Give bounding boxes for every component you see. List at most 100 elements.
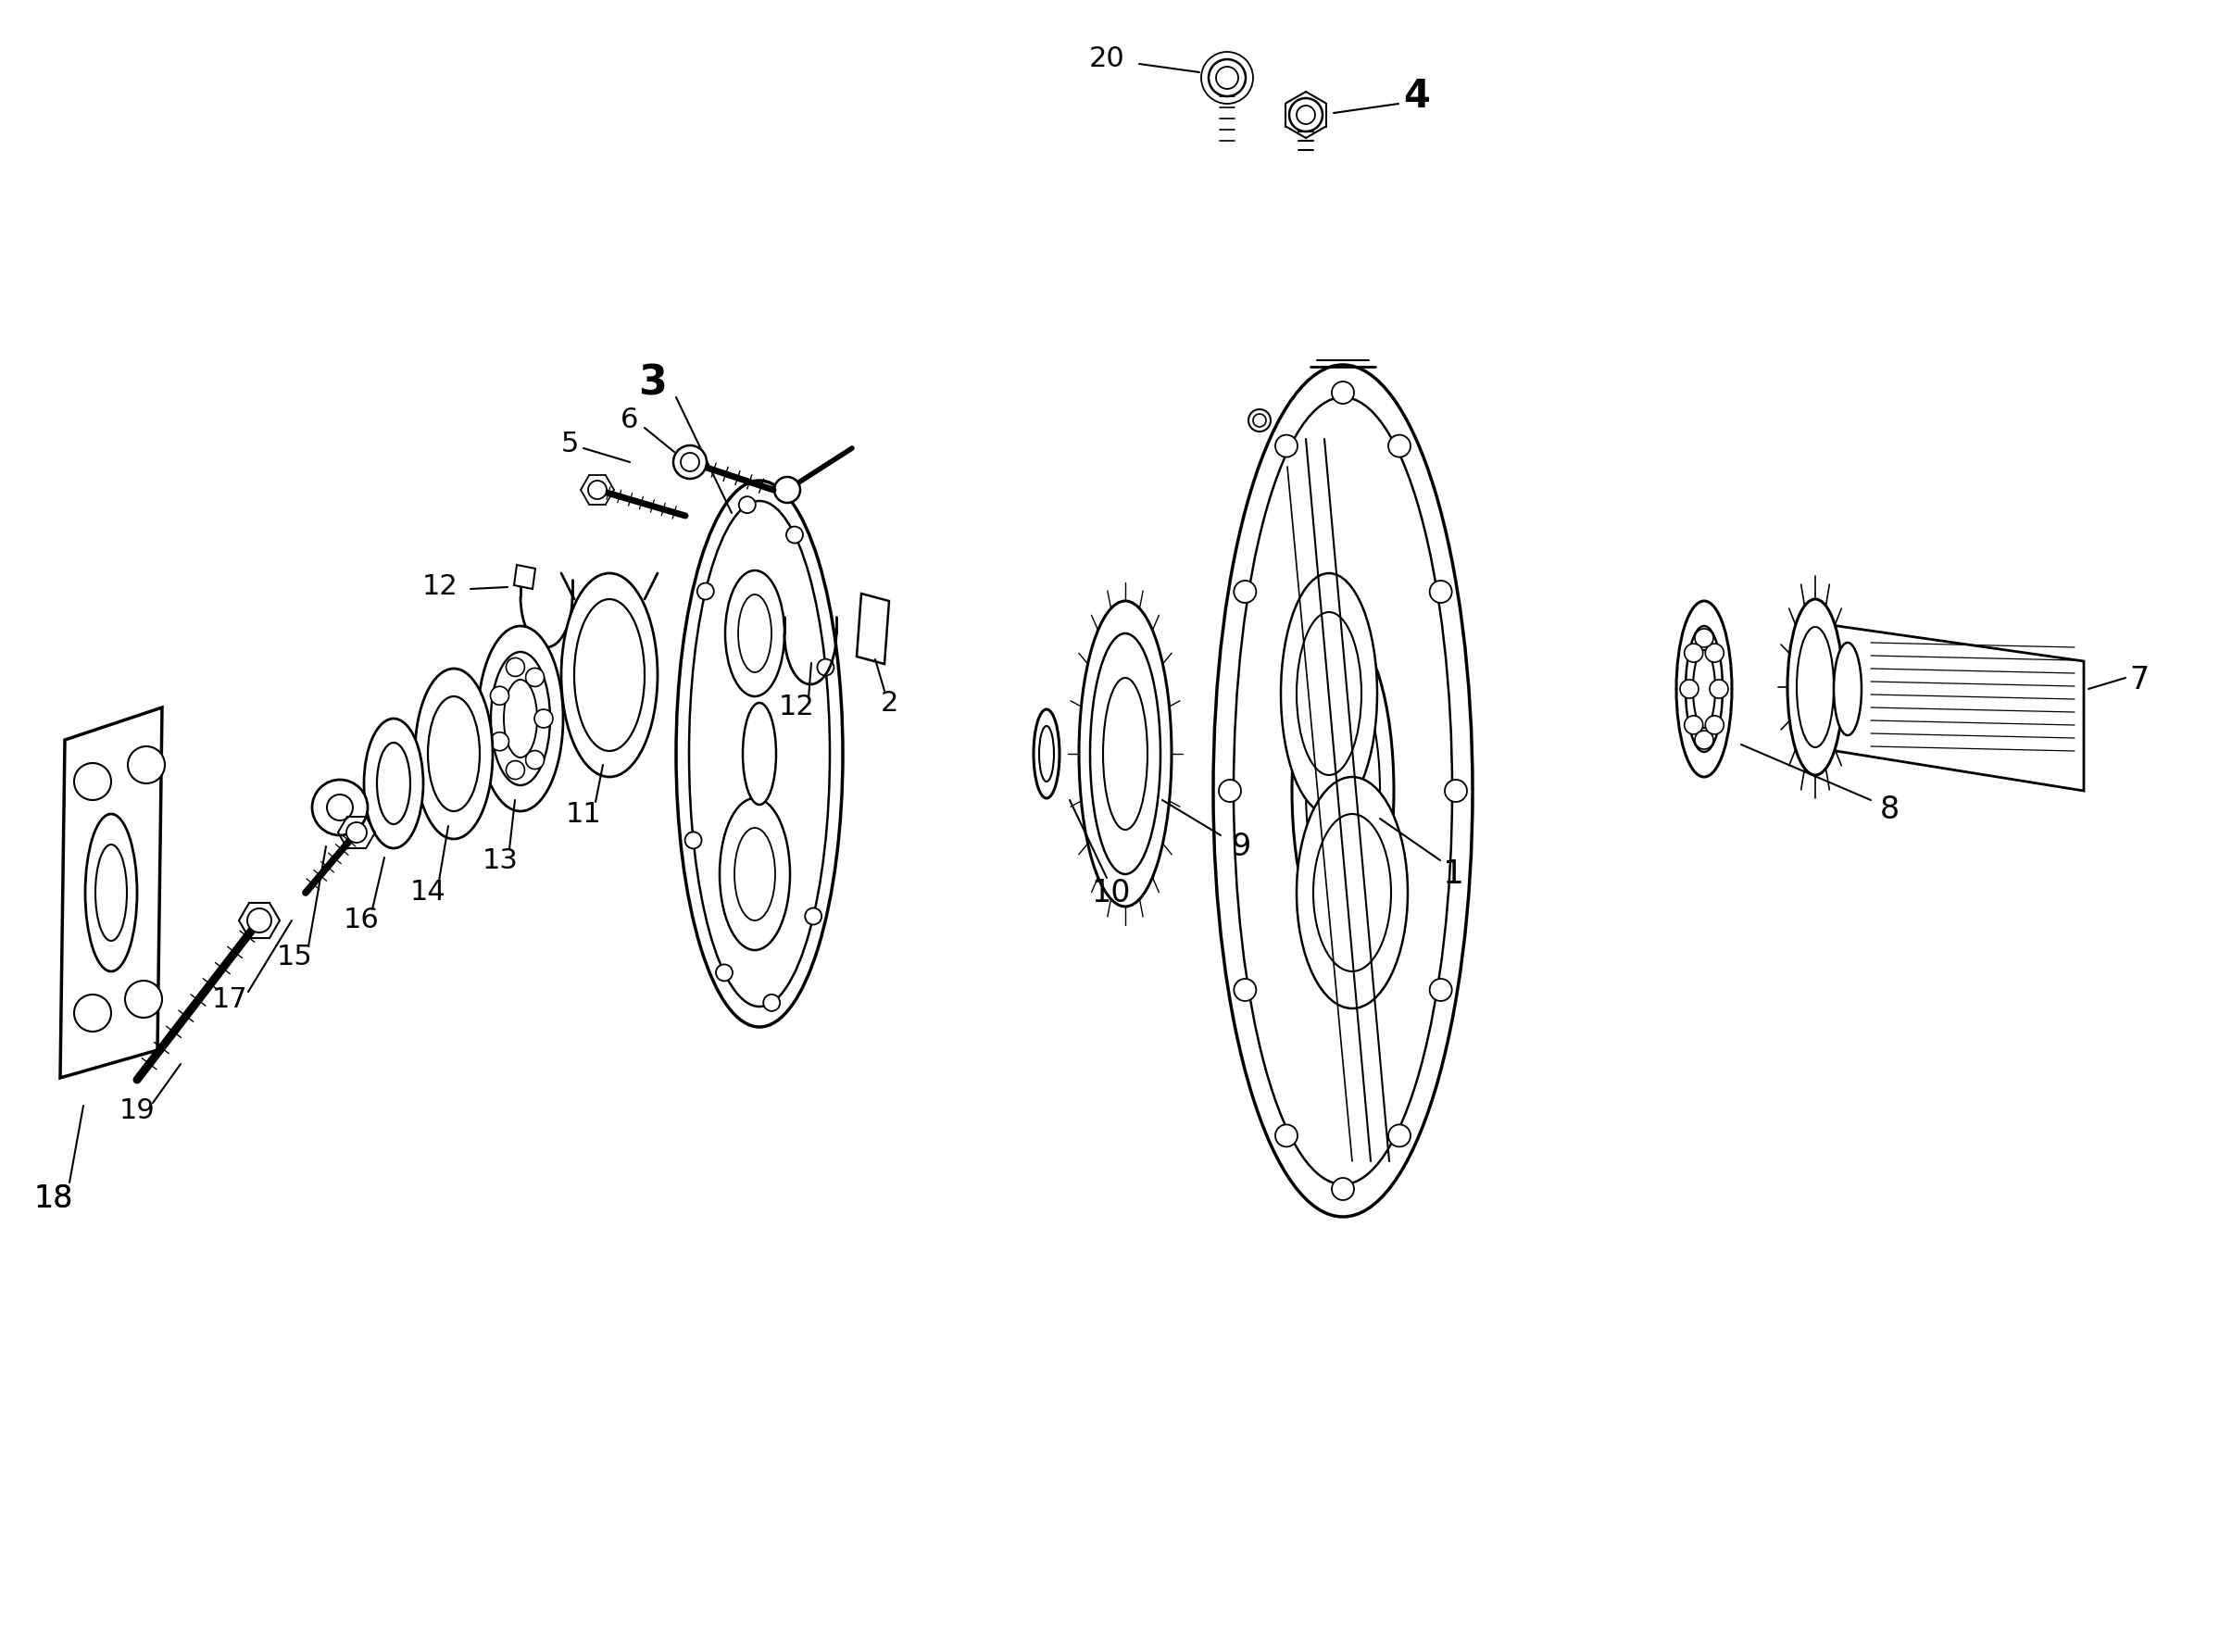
Circle shape: [346, 823, 366, 843]
Ellipse shape: [377, 743, 411, 824]
Circle shape: [739, 497, 757, 514]
Circle shape: [1388, 1125, 1411, 1146]
Circle shape: [775, 477, 801, 502]
Polygon shape: [513, 565, 536, 590]
Ellipse shape: [725, 570, 783, 697]
Text: 17: 17: [212, 986, 248, 1013]
Text: 11: 11: [565, 801, 600, 828]
Circle shape: [74, 995, 112, 1031]
Text: 15: 15: [277, 943, 312, 971]
Circle shape: [685, 833, 701, 849]
Circle shape: [587, 481, 607, 499]
Circle shape: [507, 657, 525, 676]
Ellipse shape: [1685, 626, 1723, 752]
Circle shape: [1694, 629, 1714, 648]
Circle shape: [786, 527, 804, 544]
Text: 5: 5: [560, 430, 578, 458]
Polygon shape: [857, 593, 888, 664]
Circle shape: [1216, 66, 1239, 89]
Ellipse shape: [560, 573, 658, 776]
Text: 14: 14: [411, 879, 446, 905]
Text: 2: 2: [879, 689, 897, 717]
Ellipse shape: [1297, 776, 1408, 1008]
Circle shape: [1694, 730, 1714, 748]
Ellipse shape: [734, 828, 775, 920]
Text: 19: 19: [118, 1097, 154, 1123]
Text: 4: 4: [1404, 78, 1431, 116]
Circle shape: [1681, 679, 1699, 699]
Ellipse shape: [1214, 365, 1473, 1218]
Text: 12: 12: [779, 694, 815, 720]
Ellipse shape: [1292, 629, 1393, 953]
Circle shape: [74, 763, 112, 800]
Text: 20: 20: [1089, 46, 1125, 73]
Text: 3: 3: [638, 363, 667, 403]
Ellipse shape: [96, 844, 127, 942]
Ellipse shape: [429, 697, 480, 811]
Text: 12: 12: [422, 573, 458, 601]
Circle shape: [1219, 780, 1241, 801]
Text: 7: 7: [2129, 664, 2149, 695]
Circle shape: [1252, 415, 1266, 426]
Text: 8: 8: [1879, 795, 1899, 824]
Ellipse shape: [1089, 633, 1161, 874]
Text: 9: 9: [1232, 831, 1250, 862]
Circle shape: [507, 762, 525, 780]
Circle shape: [1685, 715, 1703, 733]
Ellipse shape: [1040, 725, 1054, 781]
Ellipse shape: [1694, 649, 1714, 729]
Ellipse shape: [1676, 601, 1732, 776]
Ellipse shape: [491, 653, 549, 785]
Ellipse shape: [1306, 671, 1379, 912]
Ellipse shape: [415, 669, 493, 839]
Ellipse shape: [364, 719, 424, 847]
Circle shape: [1705, 715, 1723, 733]
Text: 16: 16: [344, 907, 379, 933]
Circle shape: [716, 965, 732, 981]
Text: 6: 6: [620, 406, 638, 434]
Text: 13: 13: [482, 847, 518, 874]
Circle shape: [1333, 1178, 1355, 1199]
Circle shape: [1248, 410, 1270, 431]
Circle shape: [1208, 59, 1245, 96]
Circle shape: [1685, 644, 1703, 662]
Circle shape: [527, 750, 545, 770]
Circle shape: [806, 909, 821, 925]
Circle shape: [491, 732, 509, 750]
Circle shape: [1333, 382, 1355, 403]
Circle shape: [1274, 1125, 1297, 1146]
Circle shape: [1431, 580, 1451, 603]
Text: 10: 10: [1091, 877, 1132, 909]
Circle shape: [491, 687, 509, 705]
Circle shape: [1234, 580, 1257, 603]
Circle shape: [1710, 679, 1728, 699]
Circle shape: [674, 446, 708, 479]
Text: 18: 18: [33, 1183, 74, 1214]
Circle shape: [1274, 434, 1297, 458]
Circle shape: [763, 995, 779, 1011]
Circle shape: [248, 909, 272, 932]
Circle shape: [533, 709, 554, 729]
Ellipse shape: [690, 501, 830, 1006]
Circle shape: [1234, 978, 1257, 1001]
Ellipse shape: [478, 626, 562, 811]
Circle shape: [681, 453, 699, 471]
Ellipse shape: [1078, 601, 1172, 907]
Ellipse shape: [1103, 677, 1147, 829]
Text: 1: 1: [1444, 859, 1464, 890]
Text: 18: 18: [33, 1183, 74, 1214]
Circle shape: [312, 780, 368, 836]
Circle shape: [127, 747, 165, 783]
Circle shape: [326, 795, 353, 821]
Circle shape: [1444, 780, 1466, 801]
Circle shape: [696, 583, 714, 600]
Ellipse shape: [1835, 643, 1861, 735]
Ellipse shape: [1797, 626, 1835, 747]
Ellipse shape: [739, 595, 772, 672]
Circle shape: [1297, 106, 1315, 124]
Ellipse shape: [504, 679, 538, 758]
Ellipse shape: [676, 481, 844, 1028]
Circle shape: [1290, 97, 1324, 132]
Circle shape: [527, 667, 545, 687]
Polygon shape: [60, 707, 163, 1077]
